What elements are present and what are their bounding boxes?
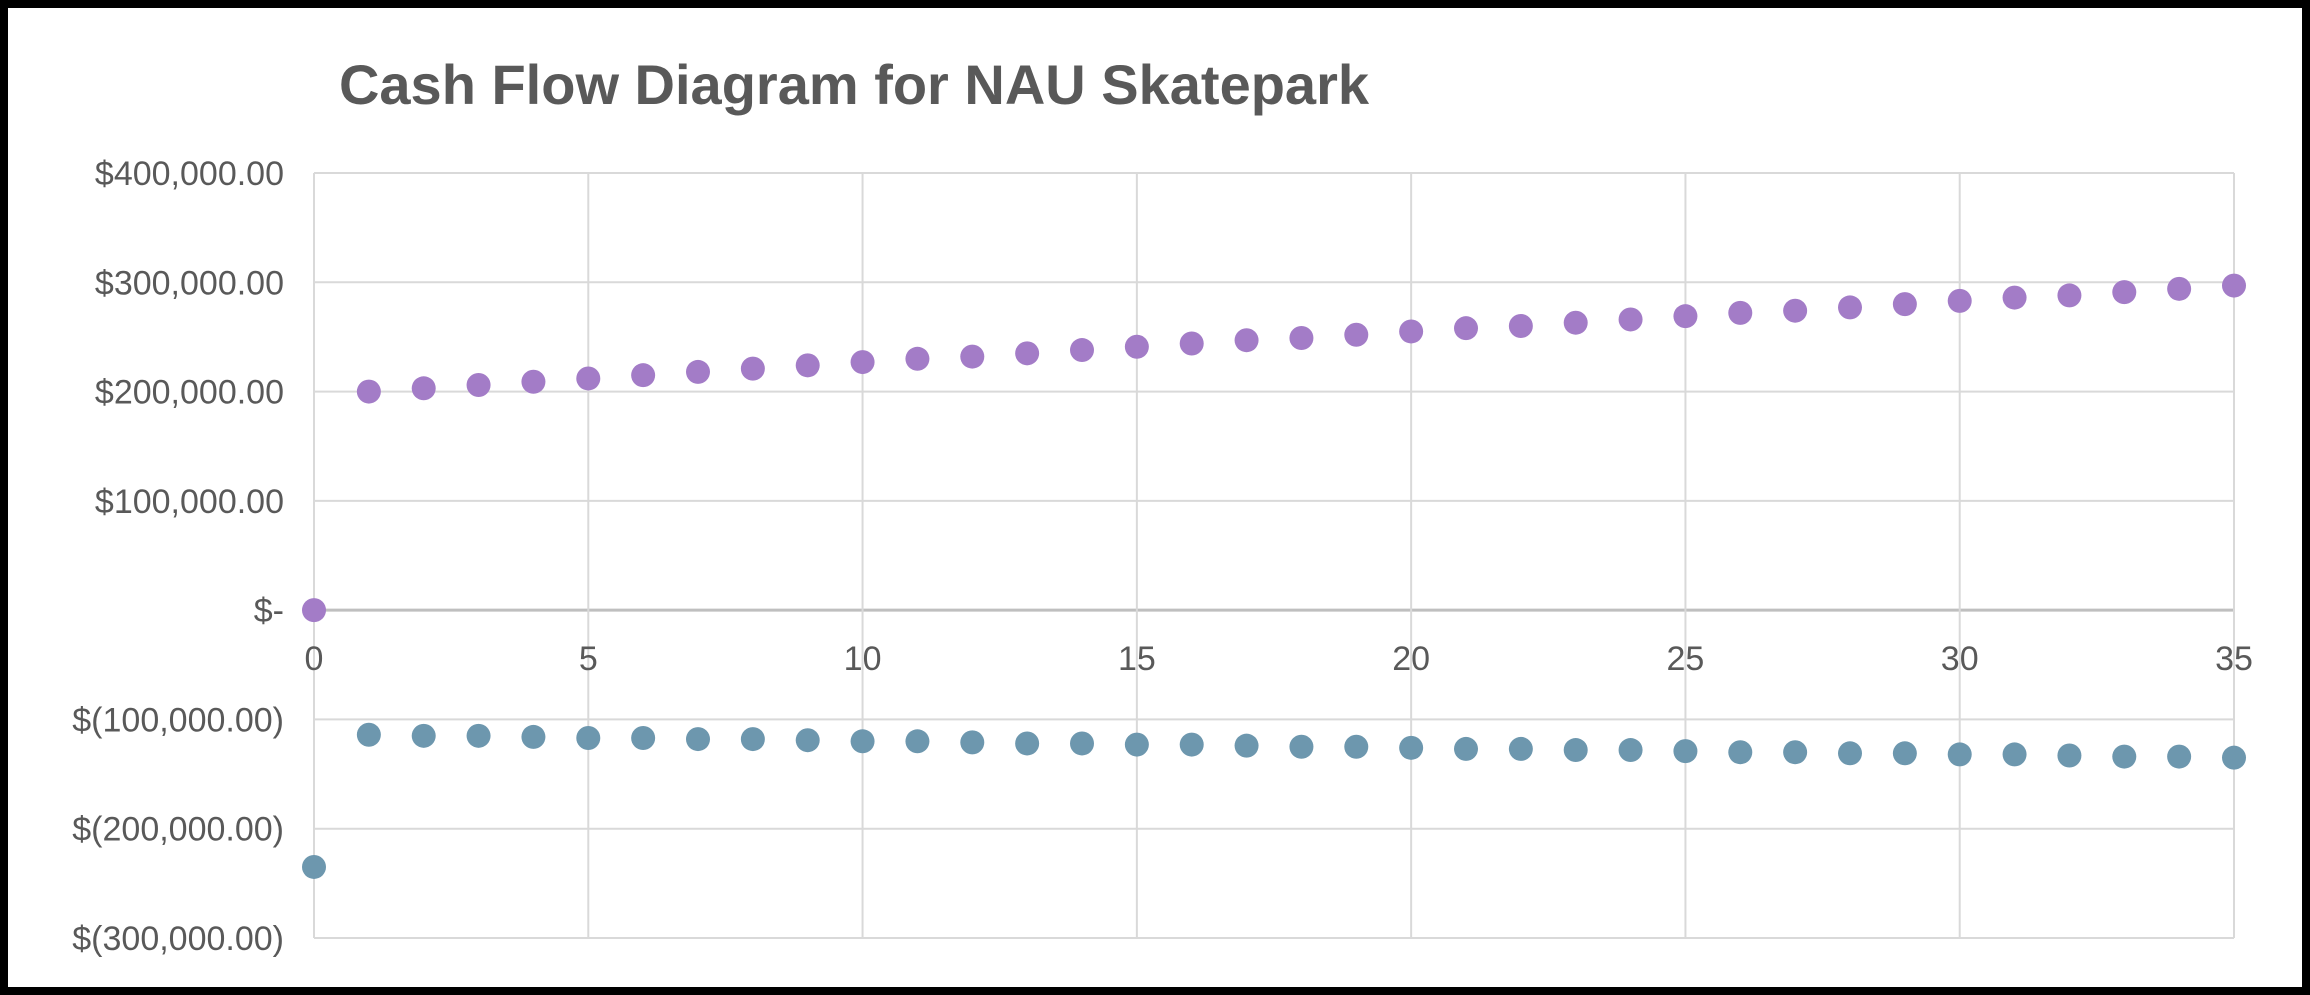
data-point [1289, 734, 1314, 759]
data-point [1179, 331, 1204, 356]
data-point [1454, 316, 1478, 341]
data-point [1728, 740, 1753, 765]
data-point [521, 724, 546, 749]
data-point [1673, 304, 1698, 329]
data-point [1892, 741, 1917, 766]
data-point [356, 379, 381, 404]
y-tick-label: $300,000.00 [95, 264, 284, 302]
data-point [686, 359, 710, 384]
data-point [2222, 745, 2246, 770]
data-point [1838, 741, 1862, 766]
series-2 [302, 722, 2246, 879]
scatter-chart: Cash Flow Diagram for NAU Skatepark $400… [72, 53, 2253, 958]
data-point [2167, 276, 2192, 301]
y-tick-label: $400,000.00 [95, 155, 284, 193]
data-point [302, 854, 326, 879]
data-point [1508, 736, 1533, 761]
data-point [521, 369, 546, 394]
series-1 [302, 273, 2246, 623]
y-tick-label: $(100,000.00) [72, 701, 284, 739]
data-point [1563, 738, 1588, 763]
y-tick-label: $200,000.00 [95, 374, 284, 412]
y-tick-label: $- [254, 592, 284, 630]
data-point [1179, 732, 1204, 757]
x-tick-label: 35 [2215, 640, 2253, 678]
data-point [1234, 328, 1259, 353]
data-point [1015, 731, 1040, 756]
data-point [1563, 310, 1588, 335]
data-point [631, 363, 656, 388]
data-point [1947, 288, 1972, 313]
data-point [466, 373, 491, 398]
data-point [411, 723, 436, 748]
data-point [2057, 743, 2082, 768]
data-point [960, 344, 985, 369]
data-point [2112, 280, 2137, 305]
x-tick-label: 30 [1941, 640, 1979, 678]
data-point [960, 730, 985, 755]
data-point [1015, 341, 1040, 366]
data-point [2112, 744, 2137, 769]
data-point [740, 727, 765, 752]
data-point [2222, 273, 2246, 298]
data-point [1892, 292, 1917, 317]
data-point [576, 726, 601, 751]
data-point [1344, 322, 1369, 347]
data-point [2057, 283, 2082, 308]
data-point [1947, 742, 1972, 767]
x-tick-label: 15 [1118, 640, 1156, 678]
chart-title: Cash Flow Diagram for NAU Skatepark [339, 53, 1370, 116]
data-point [1618, 738, 1643, 763]
x-tick-label: 25 [1667, 640, 1705, 678]
data-point [1070, 338, 1094, 363]
data-point [795, 353, 820, 378]
data-point [1728, 300, 1753, 325]
data-point [631, 726, 656, 751]
data-series [302, 273, 2246, 879]
data-point [1618, 307, 1643, 332]
data-point [1399, 735, 1424, 760]
x-tick-label: 0 [305, 640, 324, 678]
data-point [2002, 285, 2027, 310]
data-point [686, 727, 710, 752]
data-point [1344, 734, 1369, 759]
data-point [356, 722, 381, 747]
y-axis-tick-labels: $400,000.00 $300,000.00 $200,000.00 $100,00… [72, 155, 284, 958]
data-point [1124, 334, 1149, 359]
data-point [1124, 732, 1149, 757]
data-point [1399, 319, 1424, 344]
y-tick-label: $(300,000.00) [72, 920, 284, 958]
x-tick-label: 20 [1392, 640, 1430, 678]
data-point [1289, 326, 1314, 351]
data-point [1838, 295, 1862, 320]
y-tick-label: $(200,000.00) [72, 811, 284, 849]
x-axis-tick-labels: 0 5 10 15 20 25 30 35 [305, 640, 2253, 678]
data-point [466, 723, 491, 748]
data-point [1234, 733, 1259, 758]
data-point [740, 356, 765, 381]
data-point [1454, 736, 1478, 761]
data-point [2167, 744, 2192, 769]
data-point [302, 598, 326, 623]
data-point [1783, 298, 1808, 323]
gridlines [313, 172, 2235, 939]
data-point [2002, 742, 2027, 767]
data-point [411, 376, 436, 401]
data-point [1508, 314, 1533, 338]
data-point [1783, 740, 1808, 765]
data-point [795, 728, 820, 753]
data-point [576, 366, 601, 391]
data-point [905, 346, 930, 371]
data-point [850, 729, 875, 754]
data-point [1070, 731, 1094, 756]
x-tick-label: 5 [579, 640, 598, 678]
data-point [1673, 739, 1698, 764]
y-tick-label: $100,000.00 [95, 483, 284, 521]
data-point [905, 729, 930, 754]
x-tick-label: 10 [844, 640, 882, 678]
data-point [850, 350, 875, 375]
